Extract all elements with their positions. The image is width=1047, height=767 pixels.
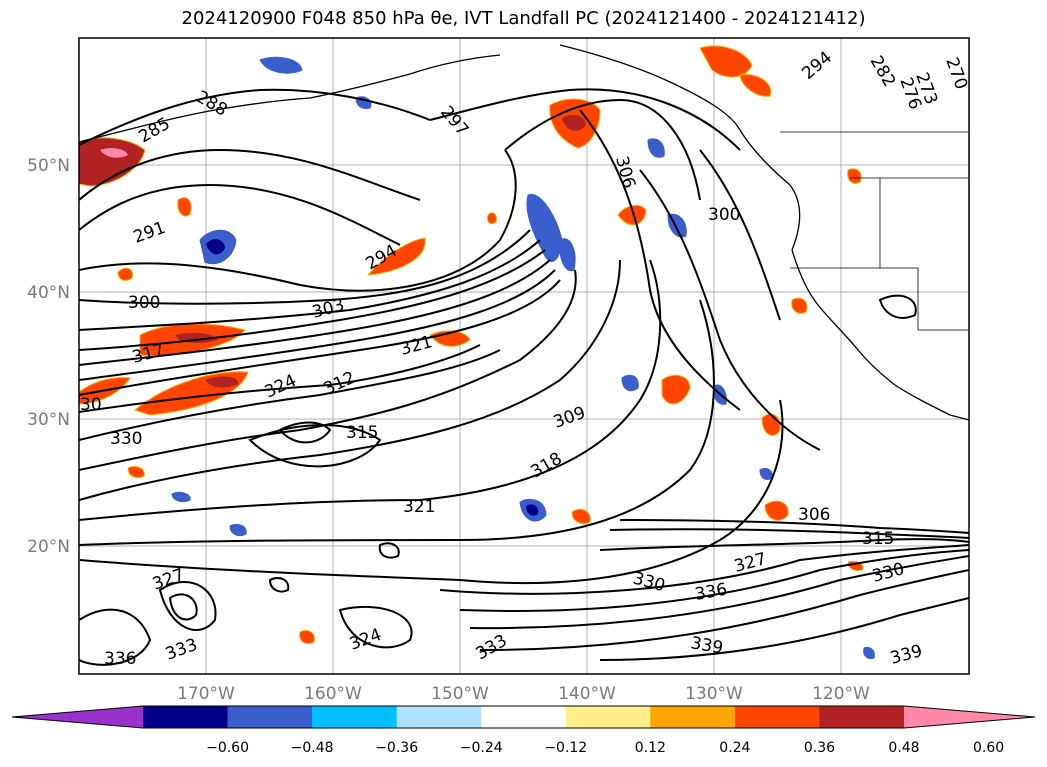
latitude-labels: 50°N 40°N 30°N 20°N (27, 156, 70, 557)
positive-anomalies (79, 45, 864, 645)
colorbar-tick-label: 0.24 (719, 740, 750, 756)
contour-label: 30 (80, 395, 102, 415)
colorbar-box (143, 706, 229, 728)
colorbar-outline (11, 705, 1036, 729)
lon-label: 120°W (812, 684, 870, 704)
colorbar-tick-label: −0.24 (460, 740, 503, 756)
lon-label: 160°W (304, 684, 362, 704)
coastlines (79, 44, 969, 421)
contour-label: 315 (346, 423, 378, 443)
colorbar-tick-label: −0.36 (375, 740, 418, 756)
colorbar-box (650, 706, 736, 728)
graticule (79, 38, 969, 674)
colorbar-tick-label: −0.12 (544, 740, 587, 756)
contour-label: 300 (128, 293, 160, 313)
map-frame (78, 37, 970, 675)
colorbar-box (396, 706, 482, 728)
lat-label: 40°N (27, 283, 70, 303)
colorbar-box (481, 706, 567, 728)
colorbar-extend-max (904, 706, 1035, 728)
colorbar-box (312, 706, 398, 728)
colorbar: −0.60 −0.48 −0.36 −0.24 −0.12 0.12 0.24 0.36 0.4… (11, 705, 1036, 756)
lat-label: 50°N (27, 156, 70, 176)
colorbar-tick-label: 0.12 (635, 740, 666, 756)
negative-anomalies (171, 56, 875, 659)
map-title: 2024120900 F048 850 hPa θe, IVT Landfall… (181, 8, 866, 29)
lat-label: 30°N (27, 410, 70, 430)
lon-label: 140°W (558, 684, 616, 704)
colorbar-tick-label: −0.48 (291, 740, 334, 756)
theta-e-contours (79, 88, 969, 666)
contour-label: 300 (708, 205, 740, 225)
colorbar-box (819, 706, 905, 728)
colorbar-tick-label: −0.60 (206, 740, 249, 756)
lon-label: 170°W (177, 684, 235, 704)
contour-label: 306 (798, 505, 830, 525)
colorbar-tick-label: 0.48 (888, 740, 919, 756)
colorbar-box (227, 706, 313, 728)
contour-label: 336 (104, 649, 136, 669)
colorbar-box (734, 706, 820, 728)
colorbar-tick-label: 0.36 (804, 740, 835, 756)
longitude-labels: 170°W 160°W 150°W 140°W 130°W 120°W (177, 684, 870, 704)
lon-label: 130°W (685, 684, 743, 704)
contour-label: 321 (403, 497, 435, 517)
contour-label: 315 (862, 529, 894, 549)
lat-label: 20°N (27, 537, 70, 557)
colorbar-box (565, 706, 651, 728)
colorbar-extend-min (12, 706, 143, 728)
contour-label: 330 (110, 429, 142, 449)
lon-label: 150°W (431, 684, 489, 704)
colorbar-tick-label: 0.60 (973, 740, 1004, 756)
